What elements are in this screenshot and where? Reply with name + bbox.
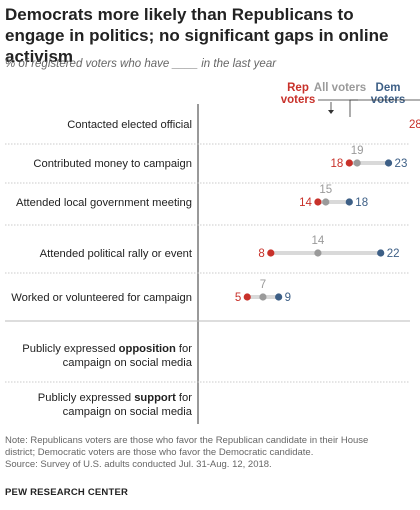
dem-value-label: 23 [395, 158, 408, 170]
category-label: Publicly expressed support for [38, 392, 192, 404]
note-line: Note: Republicans voters are those who f… [5, 435, 369, 446]
all-voters-dot [353, 159, 361, 167]
all-voters-dot [314, 249, 322, 257]
category-label: Attended local government meeting [16, 197, 192, 209]
all-value-label: 7 [260, 279, 266, 291]
note-line: district; Democratic voters are those wh… [5, 447, 314, 458]
category-label: Worked or volunteered for campaign [11, 292, 192, 304]
dem-voters-dot [377, 249, 385, 257]
category-label: Publicly expressed opposition for [22, 343, 192, 355]
dem-value-label: 18 [355, 197, 368, 209]
brand-logo-text: PEW RESEARCH CENTER [5, 487, 129, 498]
category-label: campaign on social media [63, 406, 193, 418]
all-legend-arrow [328, 110, 334, 114]
all-voters-dot [322, 198, 330, 206]
category-label: Contacted elected official [67, 119, 192, 131]
rep-value-label: 14 [299, 197, 312, 209]
dem-legend-leader [349, 99, 358, 117]
source-line: Source: Survey of U.S. adults conducted … [5, 459, 272, 470]
rep-voters-dot [267, 249, 275, 257]
category-label: Contributed money to campaign [33, 158, 192, 170]
category-label: campaign on social media [63, 357, 193, 369]
chart-title: Democrats more likely than Republicans t… [5, 5, 389, 66]
rep-value-label: 28 [409, 119, 420, 131]
all-value-label: 14 [312, 235, 325, 247]
dem-value-label: 9 [285, 292, 291, 304]
chart-subtitle: % of registered voters who have ____ in … [5, 58, 277, 70]
dem-voters-dot [384, 159, 393, 167]
all-voters-dot [259, 293, 267, 301]
rep-voters-dot [243, 293, 251, 301]
dem-legend-label: Dem [376, 82, 401, 94]
all-value-label: 19 [351, 145, 364, 157]
rep-value-label: 18 [331, 158, 344, 170]
rep-voters-dot [314, 198, 322, 206]
rep-value-label: 5 [235, 292, 241, 304]
dot-plot-chart: Contacted elected official283630Contribu… [5, 82, 420, 424]
footnote: Note: Republicans voters are those who f… [5, 435, 415, 471]
rep-voters-dot [345, 159, 353, 167]
rep-legend-label: Rep [287, 82, 309, 94]
category-label: Attended political rally or event [40, 248, 193, 260]
rep-value-label: 8 [258, 248, 264, 260]
all-legend-label: All voters [314, 82, 366, 94]
dem-voters-dot [345, 198, 353, 206]
all-value-label: 15 [319, 184, 332, 196]
dem-value-label: 22 [387, 248, 400, 260]
dem-voters-dot [275, 293, 283, 301]
rep-legend-label: voters [281, 94, 316, 106]
